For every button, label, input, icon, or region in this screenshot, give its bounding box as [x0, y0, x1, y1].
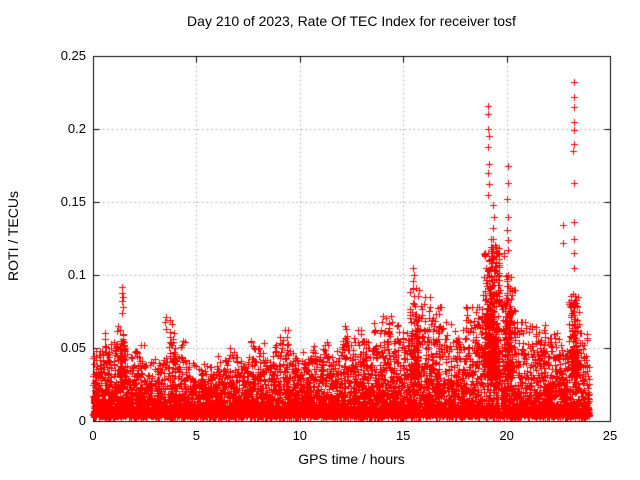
y-tick-label: 0.05	[60, 340, 86, 355]
x-tick-label: 20	[499, 428, 514, 443]
x-axis-label: GPS time / hours	[298, 451, 405, 467]
y-tick-label: 0.15	[60, 194, 86, 209]
x-tick-label: 10	[292, 428, 308, 443]
x-tick-label: 15	[395, 428, 411, 443]
y-tick-label: 0.2	[67, 121, 86, 136]
y-tick-label: 0	[78, 413, 86, 428]
x-tick-label: 0	[89, 428, 97, 443]
y-axis-label: ROTI / TECUs	[5, 191, 21, 281]
y-tick-label: 0.25	[60, 48, 86, 63]
x-tick-label: 25	[602, 428, 618, 443]
y-tick-label: 0.1	[67, 267, 86, 282]
x-tick-label: 5	[192, 428, 200, 443]
chart-title: Day 210 of 2023, Rate Of TEC Index for r…	[187, 13, 516, 29]
